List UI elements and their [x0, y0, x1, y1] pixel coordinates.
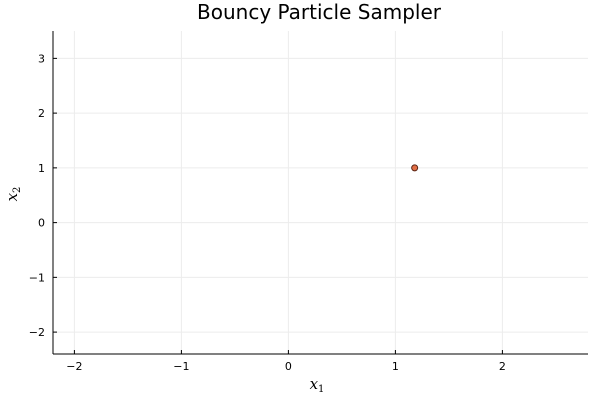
axes [52, 31, 588, 355]
y-tick-label: 3 [38, 52, 45, 65]
x-tick-label: −2 [66, 360, 82, 373]
y-tick-label: −2 [29, 326, 45, 339]
y-tick-label: 1 [38, 162, 45, 175]
x-tick-label: 1 [392, 360, 399, 373]
y-axis-label-main: x [3, 192, 21, 201]
x-axis-label: x1 [310, 375, 325, 395]
x-tick-label: 2 [499, 360, 506, 373]
y-axis-label-subscript: 2 [12, 187, 23, 193]
y-axis-label: x2 [3, 187, 23, 202]
x-ticks: −2 −1 0 1 2 [66, 350, 506, 373]
x-axis-label-main: x [310, 375, 319, 393]
x-tick-label: 0 [285, 360, 292, 373]
chart-title: Bouncy Particle Sampler [197, 0, 442, 24]
x-axis-label-subscript: 1 [318, 384, 324, 395]
y-ticks: −2 −1 0 1 2 3 [29, 52, 57, 339]
y-tick-label: −1 [29, 271, 45, 284]
particle-point [411, 164, 419, 172]
x-tick-label: −1 [173, 360, 189, 373]
grid [53, 31, 588, 354]
data-points [411, 164, 419, 172]
y-tick-label: 2 [38, 107, 45, 120]
y-tick-label: 0 [38, 217, 45, 230]
